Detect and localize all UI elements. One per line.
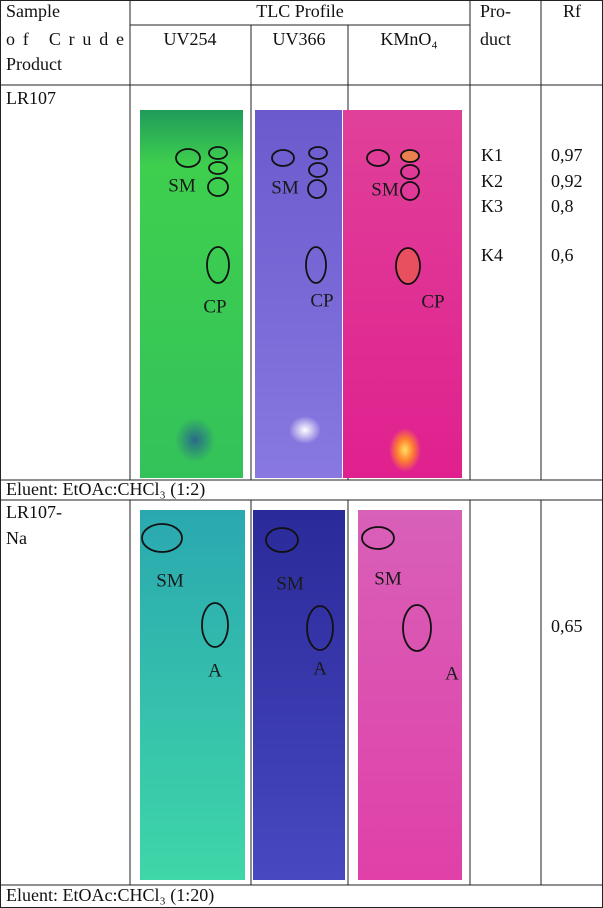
spot-label: SM <box>271 177 299 198</box>
eluent: Eluent: EtOAc:CHCl₃ (1:2) <box>6 479 205 500</box>
header-tlc: TLC Profile <box>256 1 344 21</box>
product-code: K2 <box>481 171 503 191</box>
rf-value: 0,8 <box>551 196 574 216</box>
spot-label: CP <box>421 291 444 312</box>
header-uv366: UV366 <box>273 29 326 49</box>
spot-label: SM <box>156 570 184 591</box>
tlc-plate: SM A <box>140 510 245 880</box>
header-uv254: UV254 <box>164 29 217 49</box>
sample-name: LR107 <box>6 88 56 108</box>
spot-label: CP <box>310 290 333 311</box>
header-product: duct <box>480 29 511 49</box>
spot-label: CP <box>203 296 226 317</box>
header-rf: Rf <box>563 1 581 21</box>
sample-name: LR107- <box>6 502 62 522</box>
header-sample: Sample <box>6 1 60 21</box>
tlc-plate: SM A <box>253 510 345 880</box>
rf-value: 0,6 <box>551 245 574 265</box>
tlc-plate: SM CP <box>343 110 462 478</box>
rf-value: 0,65 <box>551 616 583 636</box>
eluent: Eluent: EtOAc:CHCl₃ (1:20) <box>6 885 214 906</box>
tlc-table: Sample of Crude Product TLC Profile UV25… <box>0 0 603 908</box>
tlc-plate: SM CP <box>140 110 243 478</box>
product-code: K3 <box>481 196 503 216</box>
rf-value: 0,97 <box>551 145 583 165</box>
spot-label: A <box>313 658 327 679</box>
spot-label: SM <box>371 179 399 200</box>
spot-label: SM <box>374 568 402 589</box>
sample-name: Na <box>6 528 27 548</box>
rf-value: 0,92 <box>551 171 583 191</box>
tlc-plate: SM A <box>358 510 462 880</box>
spot-label: SM <box>168 175 196 196</box>
header-kmno4: KMnO₄ <box>380 29 437 49</box>
spot-label: SM <box>276 573 304 594</box>
header-product: Pro- <box>480 1 511 21</box>
tlc-plate: SM CP <box>255 110 342 478</box>
spot-label: A <box>208 660 222 681</box>
header-sample: Product <box>6 54 62 74</box>
header-sample: of Crude <box>6 29 124 49</box>
spot-label: A <box>445 663 459 684</box>
product-code: K1 <box>481 145 503 165</box>
product-code: K4 <box>481 245 503 265</box>
